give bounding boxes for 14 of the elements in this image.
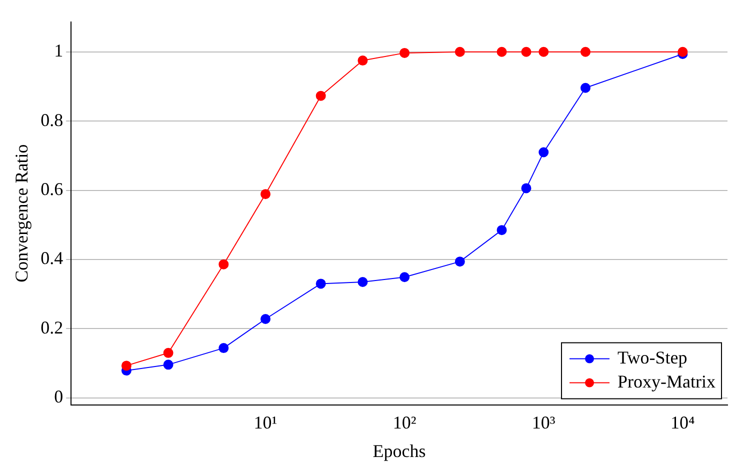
y-tick-label: 0.4 (40, 248, 64, 268)
y-tick-label: 0.2 (40, 317, 64, 338)
legend-label: Proxy-Matrix (618, 372, 716, 392)
y-tick-label: 0.8 (40, 110, 64, 130)
x-axis-title: Epochs (372, 440, 426, 461)
y-tick-label: 0 (54, 386, 64, 407)
y-tick-label: 1 (54, 40, 64, 61)
x-tick-label: 10³ (532, 412, 556, 432)
y-tick-label: 0.6 (40, 179, 64, 200)
x-tick-label: 10² (392, 412, 416, 432)
x-tick-label: 10¹ (254, 412, 278, 432)
x-tick-label: 10⁴ (670, 412, 695, 432)
y-axis-title: Convergence Ratio (12, 144, 32, 282)
legend-label: Two-Step (618, 348, 688, 368)
